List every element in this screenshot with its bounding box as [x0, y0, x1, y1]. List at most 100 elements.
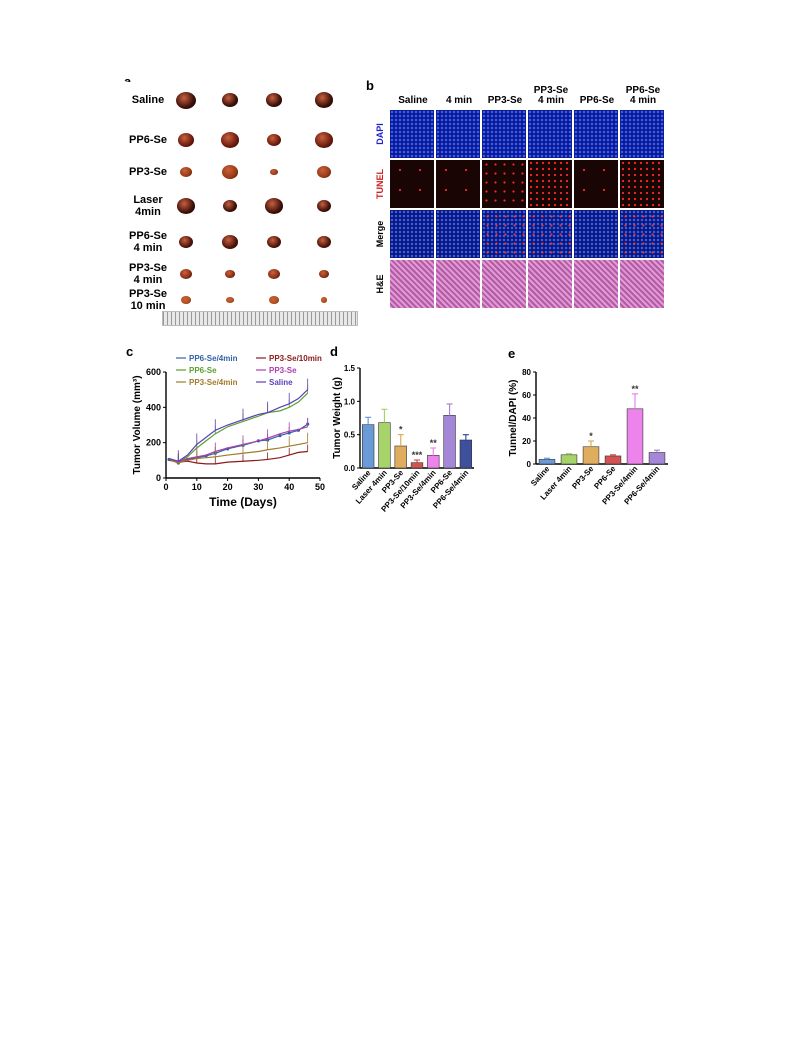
legend-label: PP3-Se/4min [189, 378, 238, 387]
series-point [287, 431, 291, 435]
tumor-specimen [270, 168, 278, 176]
y-axis-label: Tumor Weight (g) [332, 377, 343, 459]
tumor-specimen [268, 268, 280, 280]
tumor-specimen [267, 134, 281, 146]
legend-label: Saline [269, 378, 293, 387]
micro-tile [436, 210, 480, 258]
tumor-specimen [181, 295, 191, 305]
micro-tile [436, 260, 480, 308]
tumor-specimen [315, 92, 333, 108]
micro-tile [482, 110, 526, 158]
bar [582, 446, 600, 465]
micro-tile [390, 110, 434, 158]
tumor-row-label-line: Laser [133, 194, 163, 206]
micro-tile [528, 210, 572, 258]
tumor-row-label: PP3-Se [124, 166, 172, 178]
series-line [168, 450, 308, 465]
micro-tile [528, 160, 572, 208]
tumor-specimen [180, 166, 192, 178]
bar [604, 455, 622, 465]
micro-column-label: PP6-Se [574, 96, 620, 106]
micro-tile [528, 260, 572, 308]
panel-c-letter: c [126, 344, 134, 359]
tumor-specimen [176, 91, 196, 109]
y-tick-label: 0 [527, 460, 532, 469]
x-tick-label: 0 [163, 482, 168, 492]
series-line [168, 426, 308, 463]
panel-e-letter: e [508, 346, 516, 361]
series-line [168, 392, 309, 463]
tumor-specimen [177, 198, 195, 214]
tumor-specimen [315, 132, 333, 148]
series-line [168, 389, 309, 462]
x-tick-label: 10 [192, 482, 202, 492]
tumor-specimen [223, 200, 237, 212]
significance-mark: * [399, 425, 403, 435]
bar [648, 452, 666, 465]
micro-tile [620, 160, 664, 208]
x-category-label: PP3-Se [570, 464, 596, 491]
micro-tile [574, 160, 618, 208]
legend-label: PP6-Se [189, 366, 217, 375]
micro-column-label-line: PP6-Se [579, 95, 615, 106]
micro-tile [620, 260, 664, 308]
tumor-row-label: PP3-Se 10 min [124, 288, 172, 312]
x-tick-label: 50 [315, 482, 325, 492]
micro-column-label-line: PP6-Se [625, 85, 661, 96]
tumor-row-label-line: 4 min [133, 274, 163, 286]
panel-b-letter: b [366, 78, 374, 93]
bar [427, 455, 440, 469]
significance-mark: ** [430, 438, 438, 448]
panel-a-letter: a [124, 74, 131, 89]
tumor-specimen [222, 235, 238, 249]
bar [378, 422, 391, 469]
tumor-specimen [265, 198, 283, 214]
micro-column-label-line: PP3-Se [487, 95, 523, 106]
y-tick-label: 80 [522, 368, 531, 377]
micro-tile [482, 260, 526, 308]
significance-mark: *** [412, 450, 423, 460]
bar [361, 424, 375, 469]
y-axis-label: Tunnel/DAPI (%) [508, 379, 519, 456]
stain-label: DAPI [375, 123, 385, 145]
micro-tile [390, 210, 434, 258]
significance-mark: * [589, 431, 593, 441]
y-tick-label: 20 [522, 437, 531, 446]
tumor-volume-chart: 0 200 400 600 0 10 20 30 40 50 Time (Days) Tumor Vo… [132, 354, 325, 509]
stain-label: Merge [375, 220, 385, 248]
micro-column-label-line: 4 min [537, 95, 565, 106]
tumor-row-label-line: PP3-Se [129, 288, 167, 300]
bar [459, 439, 473, 469]
x-tick-label: 40 [284, 482, 294, 492]
micro-tile [574, 110, 618, 158]
legend-label: PP3-Se [269, 366, 297, 375]
micro-tile [620, 110, 664, 158]
y-tick-label: 0.5 [344, 431, 356, 440]
y-tick-label: 1.0 [344, 397, 356, 406]
series-point [278, 434, 282, 438]
micro-column-label-line: 4 min [629, 95, 657, 106]
tumor-row-label: Saline [124, 94, 172, 106]
tumor-row-label-line: PP3-Se [129, 166, 167, 178]
stain-label: H&E [375, 274, 385, 294]
x-tick-label: 30 [253, 482, 263, 492]
tumor-specimen [317, 200, 331, 212]
x-tick-label: 20 [223, 482, 233, 492]
micro-tile [436, 110, 480, 158]
tumor-specimen [319, 269, 329, 279]
bar [560, 454, 578, 465]
tumor-specimen [222, 165, 238, 179]
micro-column-label: 4 min [436, 96, 482, 106]
y-tick-label: 0.0 [344, 464, 356, 473]
micro-tile [528, 110, 572, 158]
tumor-row-label: Laser 4min [124, 194, 172, 218]
y-tick-label: 400 [146, 402, 161, 412]
micro-column-label: PP6-Se 4 min [620, 86, 666, 106]
series-line [168, 423, 309, 464]
tumor-specimen [180, 268, 192, 280]
micro-tile [482, 210, 526, 258]
y-tick-label: 60 [522, 391, 531, 400]
micro-column-label: Saline [390, 96, 436, 106]
